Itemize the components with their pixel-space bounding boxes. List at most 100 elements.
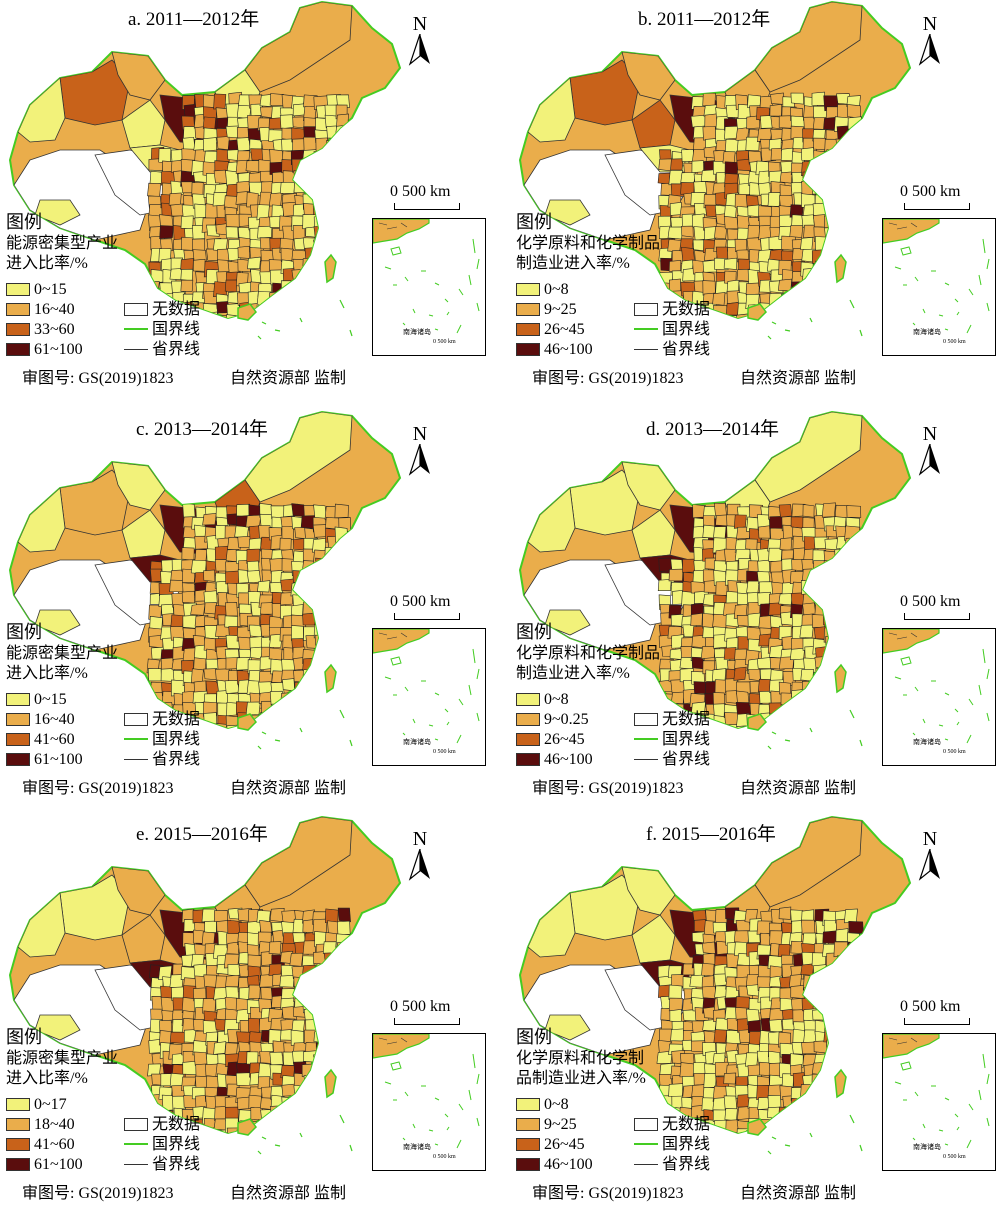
- prefecture-cell: [279, 537, 292, 551]
- region: [59, 874, 131, 941]
- class-3-label: 41~60: [34, 1136, 75, 1153]
- prefecture-cell: [811, 91, 825, 106]
- legend-provincial-border: 省界线: [634, 1155, 710, 1175]
- scale-bar-graphic: [394, 203, 460, 210]
- north-arrow: N: [915, 14, 945, 66]
- scale-label: 0 500 km: [900, 183, 961, 200]
- prefecture-cell: [323, 558, 339, 573]
- legend-title: 图例: [516, 1027, 552, 1047]
- panel-title: d. 2013—2014年: [646, 419, 780, 440]
- scale-bar-graphic: [394, 1018, 460, 1025]
- legend-title: 图例: [6, 1027, 42, 1047]
- class-1-label: 0~17: [34, 1096, 67, 1113]
- legend-class-4: 61~100: [6, 750, 83, 770]
- class-4-label: 61~100: [34, 341, 83, 358]
- prefecture-cell: [337, 907, 351, 923]
- prefecture-cell: [181, 547, 195, 561]
- prefecture-cell: [847, 129, 861, 145]
- prefecture-cell: [338, 538, 352, 553]
- legend-national-border: 国界线: [634, 730, 710, 750]
- prefecture-cell: [733, 930, 750, 943]
- prefecture-cell: [835, 192, 850, 205]
- prefecture-cell: [658, 158, 673, 172]
- prefecture-cell: [723, 1072, 737, 1085]
- supervisor-credit: 自然资源部 监制: [230, 1185, 347, 1202]
- national-border-line: [634, 1143, 658, 1146]
- legend-title: 图例: [516, 212, 552, 232]
- north-arrow: N: [405, 14, 435, 66]
- inset-label: 南海诸岛: [913, 328, 941, 336]
- prefecture-cell: [316, 963, 330, 980]
- prefecture-cell: [823, 157, 838, 170]
- prefecture-cell: [702, 125, 717, 141]
- inset-map: [373, 629, 480, 744]
- region: [17, 487, 66, 553]
- prefecture-cell: [326, 140, 339, 157]
- prefecture-cell: [778, 593, 793, 606]
- prefecture-cell: [291, 158, 307, 173]
- panel-title: e. 2015—2016年: [136, 824, 268, 845]
- class-4-label: 61~100: [34, 1156, 83, 1173]
- legend-class-3: 26~45: [516, 320, 585, 340]
- legend-no-data: 无数据: [124, 1115, 200, 1135]
- prefecture-cell: [226, 314, 240, 318]
- class-3-swatch: [516, 732, 540, 746]
- prefecture-cell: [305, 986, 322, 1003]
- prefecture-cell: [815, 984, 831, 1000]
- prefecture-cell: [313, 986, 327, 1003]
- prefecture-cell: [844, 567, 860, 583]
- inset-scale: 0 500 km: [943, 1154, 966, 1160]
- prefecture-cell: [837, 151, 851, 167]
- prefecture-cell: [315, 557, 331, 572]
- provincial-border-line: [634, 758, 658, 760]
- prefecture-cell: [835, 928, 849, 942]
- prefecture-cell: [790, 516, 804, 529]
- class-1-swatch: [6, 282, 30, 296]
- national-border-line: [124, 1143, 148, 1146]
- prefecture-cell: [813, 137, 827, 151]
- no-data-swatch: [634, 712, 658, 726]
- region: [527, 487, 576, 553]
- region: [544, 1014, 591, 1041]
- national-border-line: [634, 738, 658, 741]
- supervisor-credit: 自然资源部 监制: [230, 780, 347, 797]
- prefecture-cell: [246, 548, 260, 564]
- scale-label: 0 500 km: [390, 183, 451, 200]
- legend-national-border: 国界线: [634, 1135, 710, 1155]
- prefecture-cell: [801, 1041, 817, 1055]
- prefecture-cell: [701, 941, 716, 955]
- prefecture-cell: [793, 547, 806, 561]
- prefecture-cell: [248, 984, 261, 1000]
- prefecture-cell: [314, 160, 330, 175]
- prefecture-cell: [325, 997, 339, 1012]
- prefecture-cell: [236, 137, 251, 152]
- prefecture-cell: [670, 158, 684, 171]
- inset-scale: 0 500 km: [433, 1154, 456, 1160]
- prefecture-cell: [835, 966, 851, 981]
- prefecture-cell: [844, 591, 857, 605]
- prefecture-cell: [802, 504, 815, 518]
- prefecture-cell: [845, 602, 859, 616]
- region: [754, 412, 863, 503]
- prefecture-cell: [204, 920, 217, 934]
- prefecture-cell: [301, 964, 316, 978]
- prefecture-cell: [323, 602, 339, 617]
- prefecture-cell: [810, 571, 827, 585]
- prefecture-cell: [169, 579, 184, 593]
- prefecture-cell: [801, 147, 815, 161]
- prefecture-cell: [202, 116, 217, 130]
- prefecture-cell: [825, 580, 839, 595]
- prefecture-cell: [847, 104, 861, 119]
- prefecture-cell: [682, 558, 696, 573]
- china-map: [518, 815, 912, 1155]
- panel-title: a. 2011—2012年: [128, 9, 260, 30]
- prefecture-cell: [724, 125, 739, 140]
- region: [121, 914, 166, 964]
- legend-provincial-border: 省界线: [124, 1155, 200, 1175]
- prefecture-cell: [812, 181, 825, 195]
- legend-subject-line2: 制造业进入率/%: [516, 665, 630, 682]
- scale-bar: 0 500 km: [900, 183, 980, 213]
- china-map: [8, 410, 402, 750]
- legend-subject-line1: 能源密集型产业: [6, 235, 119, 252]
- prefecture-cell: [844, 537, 861, 551]
